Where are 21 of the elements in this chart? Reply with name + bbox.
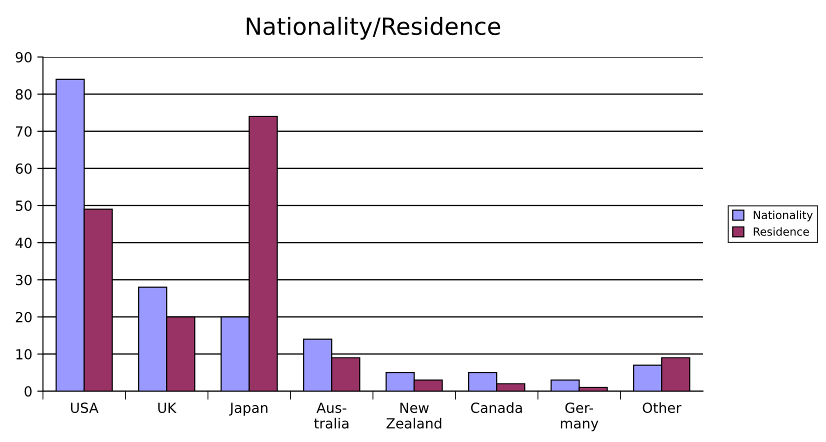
x-tick-label: UK xyxy=(158,402,177,414)
legend-label: Nationality xyxy=(754,210,813,222)
legend-label: Residence xyxy=(754,227,809,236)
y-tick-label: 60 xyxy=(16,163,32,174)
x-tick-label: Japan xyxy=(229,402,268,416)
y-tick-label: 10 xyxy=(16,349,32,360)
y-tick-label: 40 xyxy=(16,238,32,248)
y-tick-label: 80 xyxy=(16,89,32,100)
y-tick-label: 0 xyxy=(24,386,32,397)
x-tick-label: Other xyxy=(642,402,682,414)
x-tick-label: Canada xyxy=(471,402,522,414)
y-tick-label: 50 xyxy=(16,200,32,212)
x-tick-label: Aus- tralia xyxy=(314,402,348,429)
y-tick-label: 70 xyxy=(16,126,32,137)
y-tick-label: 30 xyxy=(16,274,32,286)
y-tick-label: 20 xyxy=(16,312,32,322)
x-tick-label: USA xyxy=(71,402,98,414)
x-tick-label: New Zealand xyxy=(386,402,442,429)
x-tick-label: Ger- many xyxy=(560,402,598,432)
y-tick-label: 90 xyxy=(16,52,32,62)
chart-title: Nationality/Residence xyxy=(246,16,500,40)
